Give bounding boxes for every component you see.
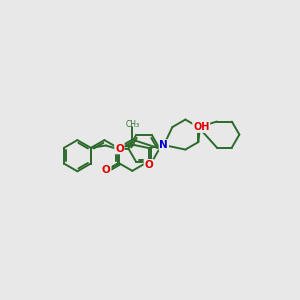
Text: N: N [159, 140, 168, 150]
Text: CH₃: CH₃ [125, 120, 140, 129]
Text: O: O [115, 143, 124, 154]
Text: O: O [102, 165, 111, 175]
Text: O: O [144, 160, 153, 170]
Text: OH: OH [193, 122, 209, 132]
